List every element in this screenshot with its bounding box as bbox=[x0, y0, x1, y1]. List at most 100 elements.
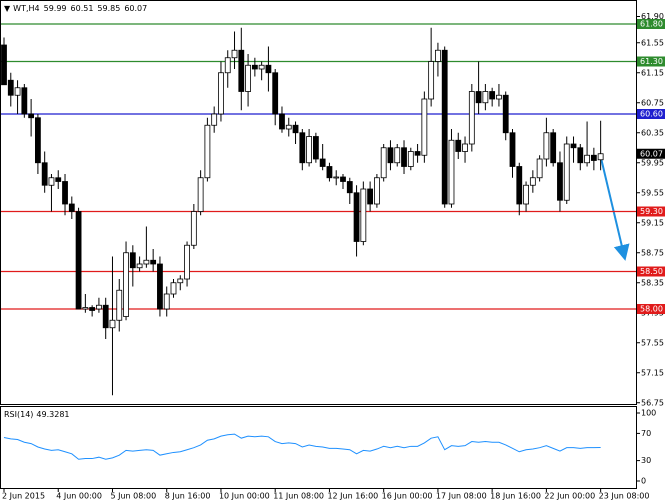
candle-body bbox=[428, 61, 435, 100]
y-tick-label: 56.75 bbox=[641, 398, 664, 407]
candle-body bbox=[292, 124, 299, 134]
candle-body bbox=[190, 211, 197, 246]
candle-body bbox=[401, 147, 407, 167]
level-label: 58.50 bbox=[640, 267, 663, 276]
candle-body bbox=[265, 64, 272, 74]
candle-body bbox=[238, 49, 245, 92]
candle-body bbox=[204, 124, 211, 179]
candle-body bbox=[109, 319, 116, 329]
rsi-name: RSI(14) bbox=[4, 410, 33, 419]
rsi-value: 49.3281 bbox=[36, 410, 69, 419]
x-tick-label: 18 Jun 16:00 bbox=[490, 492, 541, 501]
y-tick-label: 61.15 bbox=[641, 68, 664, 77]
rsi-tick-label: 70 bbox=[641, 429, 651, 438]
y-tick-label: 61.90 bbox=[641, 12, 664, 21]
level-tag bbox=[637, 109, 665, 119]
candle-body bbox=[55, 177, 62, 182]
price-tag bbox=[637, 148, 665, 159]
candle-body bbox=[407, 151, 414, 167]
candle-body bbox=[41, 162, 48, 186]
candle-body bbox=[496, 94, 502, 100]
level-label: 60.60 bbox=[640, 110, 663, 119]
candle-body bbox=[157, 263, 163, 310]
candle-body bbox=[380, 147, 387, 179]
candle-body bbox=[367, 188, 374, 205]
rsi-header: RSI(14) 49.3281 bbox=[4, 410, 70, 419]
y-tick-label: 59.15 bbox=[641, 218, 664, 227]
header-marker: ▼ bbox=[4, 4, 11, 13]
candle-body bbox=[509, 132, 516, 167]
y-tick-label: 58.75 bbox=[641, 248, 664, 257]
candle-body bbox=[421, 98, 428, 156]
rsi-tick-label: 0 bbox=[641, 477, 646, 486]
y-tick-label: 60.35 bbox=[641, 128, 664, 137]
candle-body bbox=[570, 143, 577, 149]
candle-body bbox=[590, 154, 597, 161]
candle-body bbox=[285, 124, 292, 130]
candle-body bbox=[340, 176, 346, 182]
candle-body bbox=[387, 147, 394, 164]
open: 59.99 bbox=[44, 4, 67, 13]
level-tag bbox=[637, 266, 665, 277]
candle-body bbox=[89, 307, 96, 311]
candle-body bbox=[62, 181, 68, 205]
candle-body bbox=[7, 79, 14, 96]
candle-body bbox=[360, 188, 367, 242]
candle-body bbox=[170, 282, 177, 295]
candle-body bbox=[35, 117, 41, 164]
candle-body bbox=[557, 162, 563, 201]
rsi-tick-label: 100 bbox=[641, 409, 656, 418]
candle-body bbox=[306, 136, 313, 164]
candle-body bbox=[136, 263, 143, 269]
y-tick-label: 60.75 bbox=[641, 98, 664, 107]
candle-body bbox=[502, 94, 509, 134]
candle-body bbox=[272, 72, 279, 115]
candle-body bbox=[1, 44, 7, 86]
level-label: 58.00 bbox=[640, 305, 663, 314]
candle-body bbox=[68, 203, 75, 212]
low: 59.85 bbox=[97, 4, 120, 13]
y-tick-label: 57.15 bbox=[641, 368, 664, 377]
x-tick-label: 10 Jun 00:00 bbox=[219, 492, 270, 501]
candle-body bbox=[516, 166, 523, 205]
y-tick-label: 59.95 bbox=[641, 158, 664, 167]
level-label: 61.30 bbox=[640, 57, 663, 66]
x-tick-label: 11 Jun 08:00 bbox=[273, 492, 324, 501]
candle-body bbox=[21, 87, 28, 115]
candle-body bbox=[577, 147, 584, 164]
level-tag bbox=[637, 19, 665, 29]
candle-body bbox=[116, 289, 123, 321]
candle-body bbox=[28, 113, 35, 119]
symbol: WT,H4 bbox=[13, 4, 39, 13]
candle-body bbox=[197, 177, 204, 212]
level-tag bbox=[637, 304, 665, 314]
x-tick-label: 2 Jun 2015 bbox=[2, 492, 45, 501]
x-tick-label: 22 Jun 00:00 bbox=[544, 492, 595, 501]
forecast-arrow bbox=[600, 157, 630, 261]
candle-body bbox=[543, 132, 550, 160]
candle-body bbox=[224, 57, 231, 74]
candle-body bbox=[177, 278, 184, 284]
candle-body bbox=[563, 143, 570, 201]
candle-body bbox=[163, 293, 170, 310]
candle-body bbox=[482, 91, 489, 104]
candle-body bbox=[353, 192, 360, 242]
y-tick-label: 61.55 bbox=[641, 38, 664, 47]
candle-body bbox=[462, 143, 468, 152]
rsi-pane bbox=[0, 406, 637, 489]
y-tick-label: 57.55 bbox=[641, 338, 664, 347]
x-tick-label: 17 Jun 08:00 bbox=[436, 492, 487, 501]
level-tag bbox=[637, 206, 665, 217]
chart-header: ▼ WT,H4 59.99 60.51 59.85 60.07 bbox=[4, 4, 147, 13]
candle-body bbox=[129, 252, 136, 269]
x-tick-label: 12 Jun 16:00 bbox=[327, 492, 378, 501]
candle-body bbox=[414, 151, 421, 156]
candle-body bbox=[394, 147, 401, 164]
close: 60.07 bbox=[124, 4, 147, 13]
candle-body bbox=[82, 307, 89, 310]
x-tick-label: 16 Jun 00:00 bbox=[382, 492, 433, 501]
candle-body bbox=[523, 184, 529, 205]
candle-body bbox=[333, 176, 340, 179]
candle-body bbox=[279, 113, 285, 130]
